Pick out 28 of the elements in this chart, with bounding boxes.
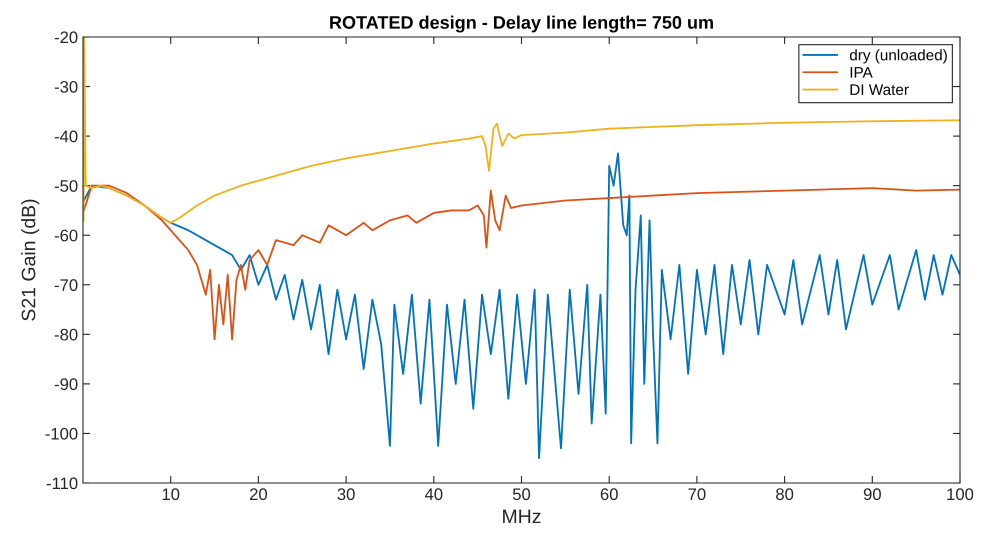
x-axis-title: MHz xyxy=(503,510,541,524)
y-tick-label: -30 xyxy=(54,80,78,93)
line-series xyxy=(83,152,960,460)
chart-title: ROTATED design - Delay line length= 750 um xyxy=(330,16,713,32)
line-series xyxy=(83,184,960,340)
y-tick-label: -20 xyxy=(54,31,78,44)
x-tick-label: 60 xyxy=(600,488,618,500)
x-tick-label: 70 xyxy=(688,488,706,500)
y-tick-label: -40 xyxy=(54,130,78,142)
legend-label: IPA xyxy=(850,67,873,78)
y-tick-label: -50 xyxy=(54,180,78,192)
x-tick-label: 40 xyxy=(424,488,442,500)
y-tick-label: -100 xyxy=(46,428,78,440)
x-tick-label: 80 xyxy=(776,488,794,500)
y-tick-label: -90 xyxy=(54,378,78,390)
x-tick-label: 100 xyxy=(947,488,974,500)
x-tick-label: 10 xyxy=(162,488,180,500)
y-tick-label: -70 xyxy=(54,279,78,291)
x-tick-label: 20 xyxy=(250,488,268,500)
y-tick-label: -60 xyxy=(54,230,78,242)
y-axis-title: S21 Gain (dB) xyxy=(21,200,40,321)
x-tick-label: 50 xyxy=(512,488,530,500)
x-tick-label: 30 xyxy=(337,488,355,500)
x-tick-label: 90 xyxy=(864,488,881,500)
y-tick-label: -80 xyxy=(54,328,78,341)
legend-label: dry (unloaded) xyxy=(850,49,947,64)
legend-label: DI Water xyxy=(850,84,909,96)
y-tick-label: -110 xyxy=(46,477,78,490)
